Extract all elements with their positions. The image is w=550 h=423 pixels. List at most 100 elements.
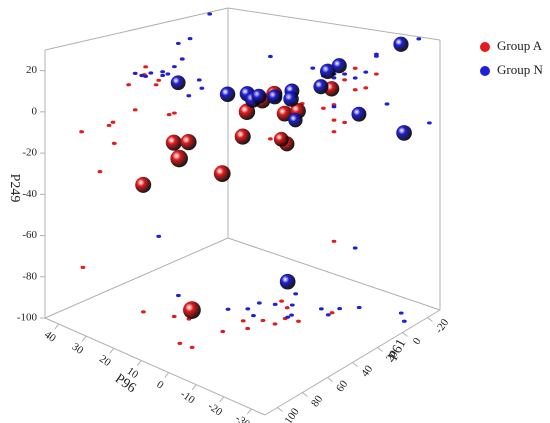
projection <box>398 311 404 315</box>
projection <box>331 105 337 109</box>
x-tick <box>246 408 252 415</box>
y-tick <box>302 392 308 397</box>
projection <box>318 307 324 311</box>
projection <box>160 70 166 74</box>
projection <box>293 292 299 296</box>
point <box>170 75 186 91</box>
point <box>135 176 152 193</box>
y-tick-label: 60 <box>334 378 350 394</box>
box-edge <box>44 7 229 51</box>
projection <box>225 307 231 311</box>
point <box>283 91 299 107</box>
point <box>165 134 182 151</box>
projection <box>331 239 337 243</box>
point <box>267 89 283 105</box>
projection <box>272 302 278 306</box>
point <box>313 79 329 95</box>
projection <box>363 70 369 74</box>
projection <box>329 311 335 315</box>
projection <box>220 329 226 334</box>
projection <box>177 341 183 345</box>
point <box>251 88 267 104</box>
x-tick <box>81 335 87 342</box>
projection <box>143 65 149 69</box>
legend-marker <box>480 42 490 52</box>
projection <box>148 71 154 75</box>
projection <box>268 54 273 59</box>
projection <box>132 108 138 112</box>
legend-label: Group N <box>497 62 543 77</box>
x-tick <box>109 348 115 354</box>
box-edge <box>227 7 441 41</box>
projection <box>296 319 301 323</box>
projection <box>352 76 358 80</box>
y-tick <box>427 317 433 322</box>
y-tick-label: -20 <box>433 316 452 335</box>
z-tick-label: -80 <box>22 270 37 282</box>
x-tick-label: 30 <box>70 341 86 357</box>
y-tick <box>402 332 408 337</box>
projection <box>143 74 149 78</box>
z-tick-label: 20 <box>26 64 38 76</box>
projection <box>352 66 358 70</box>
projection <box>337 306 343 311</box>
y-tick <box>352 362 358 367</box>
y-tick <box>327 377 333 382</box>
projection <box>260 318 266 323</box>
projection <box>289 313 294 317</box>
projection <box>374 72 379 76</box>
x-tick-label: 40 <box>42 329 58 345</box>
x-tick <box>191 384 197 390</box>
projection <box>196 78 202 82</box>
projection <box>251 314 256 318</box>
projection <box>156 234 162 238</box>
projection <box>199 86 205 90</box>
x-tick-label: 20 <box>97 353 113 369</box>
point <box>320 63 336 80</box>
point <box>288 113 303 128</box>
projection <box>245 307 251 311</box>
x-tick-label: -20 <box>206 400 225 419</box>
projection <box>186 94 192 98</box>
projection <box>165 72 171 76</box>
point <box>238 103 256 121</box>
projection <box>110 120 116 124</box>
projection <box>126 83 132 87</box>
z-tick-label: -60 <box>22 229 37 241</box>
projection <box>342 78 347 82</box>
projection <box>272 322 278 326</box>
y-tick-label: 40 <box>359 363 375 379</box>
projection <box>342 120 347 125</box>
projection <box>171 314 177 319</box>
projection <box>331 130 337 134</box>
point <box>393 36 409 52</box>
projection <box>427 121 432 125</box>
y-tick-label: 100 <box>282 406 302 423</box>
projection <box>156 78 162 82</box>
x-tick-label: -30 <box>233 412 252 423</box>
legend-marker <box>480 66 490 76</box>
point <box>234 128 251 145</box>
projection <box>374 52 379 56</box>
z-tick-label: -40 <box>22 188 37 200</box>
projection <box>331 118 337 122</box>
projection <box>352 246 358 250</box>
projection <box>284 306 290 310</box>
projection <box>240 319 246 323</box>
x-tick <box>164 372 170 378</box>
projection <box>310 66 316 70</box>
point <box>276 105 293 122</box>
point <box>351 106 367 122</box>
projection <box>172 65 177 69</box>
point <box>170 149 188 168</box>
projection <box>141 310 146 314</box>
projection <box>279 299 284 303</box>
projection <box>153 83 159 87</box>
projection <box>285 315 291 319</box>
projection <box>80 265 86 270</box>
projection <box>189 345 195 349</box>
projection <box>176 293 181 298</box>
projection <box>256 301 262 305</box>
y-tick-label: 80 <box>309 393 325 409</box>
